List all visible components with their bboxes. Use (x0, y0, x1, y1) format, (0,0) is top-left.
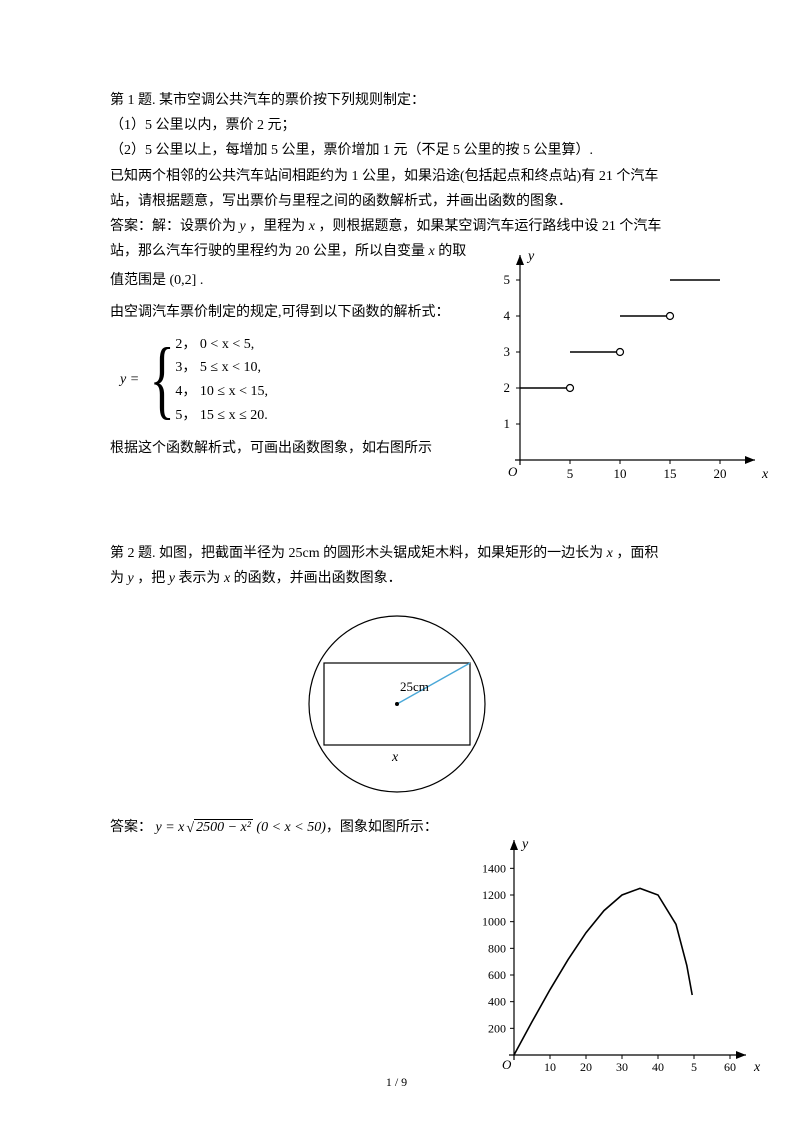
circle-figure: 25cm x (302, 609, 492, 799)
text: 的函数，并画出函数图象． (230, 571, 402, 586)
svg-text:y: y (526, 249, 535, 264)
svg-text:40: 40 (652, 1060, 664, 1074)
text: 答案： (110, 820, 152, 835)
svg-text:1000: 1000 (482, 915, 506, 929)
formula-pre: y = x (156, 820, 185, 835)
q1-title: 第 1 题. 某市空调公共汽车的票价按下列规则制定： (110, 88, 683, 113)
sqrt-icon: 2500 − x² (184, 815, 253, 840)
svg-text:5: 5 (567, 466, 574, 481)
radius-label: 25cm (400, 679, 429, 694)
svg-text:x: x (753, 1060, 761, 1075)
text: 站，那么汽车行驶的里程约为 20 公里，所以自变量 (110, 244, 429, 259)
svg-text:600: 600 (488, 968, 506, 982)
step-chart: 1 2 3 4 5 5 10 15 20 Ox y (490, 230, 770, 500)
svg-text:O: O (508, 464, 518, 479)
curve-chart-svg: 200 400 600 800 1000 1200 1400 10 20 30 40 5 60 Ox y (470, 830, 770, 1090)
q1-known2: 站，请根据题意，写出票价与里程之间的函数解析式，并画出函数的图象． (110, 189, 683, 214)
center-dot-icon (395, 702, 399, 706)
page-footer: 1 / 9 (0, 1075, 793, 1090)
svg-text:4: 4 (504, 308, 511, 323)
piecewise-rows: 2， 0 < x < 5, 3， 5 ≤ x < 10, 4， 10 ≤ x <… (175, 333, 268, 428)
svg-text:200: 200 (488, 1021, 506, 1035)
svg-text:20: 20 (714, 466, 727, 481)
domain: (0 < x < 50) (253, 820, 326, 835)
page: 第 1 题. 某市空调公共汽车的票价按下列规则制定： （1）5 公里以内，票价 … (0, 0, 793, 1122)
text: ，把 (134, 571, 169, 586)
text: ，面积 (613, 546, 659, 561)
q1-known1: 已知两个相邻的公共汽车站间相距约为 1 公里，如果沿途(包括起点和终点站)有 2… (110, 164, 683, 189)
svg-text:x: x (761, 467, 769, 482)
svg-text:20: 20 (580, 1060, 592, 1074)
text: ，里程为 (246, 219, 309, 234)
svg-text:O: O (502, 1057, 512, 1072)
svg-text:800: 800 (488, 941, 506, 955)
svg-text:2: 2 (504, 380, 511, 395)
piece-row: 4， 10 ≤ x < 15, (175, 380, 268, 404)
piece-prefix: y = (120, 372, 139, 388)
svg-text:10: 10 (614, 466, 627, 481)
q1-rule2: （2）5 公里以上，每增加 5 公里，票价增加 1 元（不足 5 公里的按 5 … (110, 138, 683, 163)
svg-text:30: 30 (616, 1060, 628, 1074)
svg-text:3: 3 (504, 344, 511, 359)
text: 的取 (435, 244, 467, 259)
svg-text:10: 10 (544, 1060, 556, 1074)
svg-text:60: 60 (724, 1060, 736, 1074)
piece-row: 5， 15 ≤ x ≤ 20. (175, 404, 268, 428)
svg-text:1200: 1200 (482, 888, 506, 902)
text: 答案：解：设票价为 (110, 219, 240, 234)
svg-text:1: 1 (504, 416, 511, 431)
text: 第 2 题. 如图，把截面半径为 25cm 的圆形木头锯成矩木料，如果矩形的一边… (110, 546, 607, 561)
left-brace-icon: { (150, 336, 175, 424)
circle-x-label: x (391, 750, 399, 765)
q2-line2: 为 y ，把 y 表示为 x 的函数，并画出函数图象． (110, 566, 683, 591)
svg-text:15: 15 (664, 466, 677, 481)
q2-line1: 第 2 题. 如图，把截面半径为 25cm 的圆形木头锯成矩木料，如果矩形的一边… (110, 541, 683, 566)
circle-svg: 25cm x (302, 609, 492, 814)
piece-row: 3， 5 ≤ x < 10, (175, 356, 268, 380)
svg-text:5: 5 (691, 1060, 697, 1074)
svg-text:1400: 1400 (482, 861, 506, 875)
radicand: 2500 − x² (194, 819, 253, 835)
svg-text:5: 5 (504, 272, 511, 287)
text: ，图象如图所示： (326, 820, 438, 835)
piece-row: 2， 0 < x < 5, (175, 333, 268, 357)
q1-rule1: （1）5 公里以内，票价 2 元； (110, 113, 683, 138)
curve-chart: 200 400 600 800 1000 1200 1400 10 20 30 40 5 60 Ox y (470, 830, 770, 1090)
text: 为 (110, 571, 128, 586)
text: 表示为 (175, 571, 224, 586)
svg-text:400: 400 (488, 995, 506, 1009)
svg-text:y: y (520, 837, 529, 852)
step-chart-svg: 1 2 3 4 5 5 10 15 20 Ox y (490, 230, 770, 500)
